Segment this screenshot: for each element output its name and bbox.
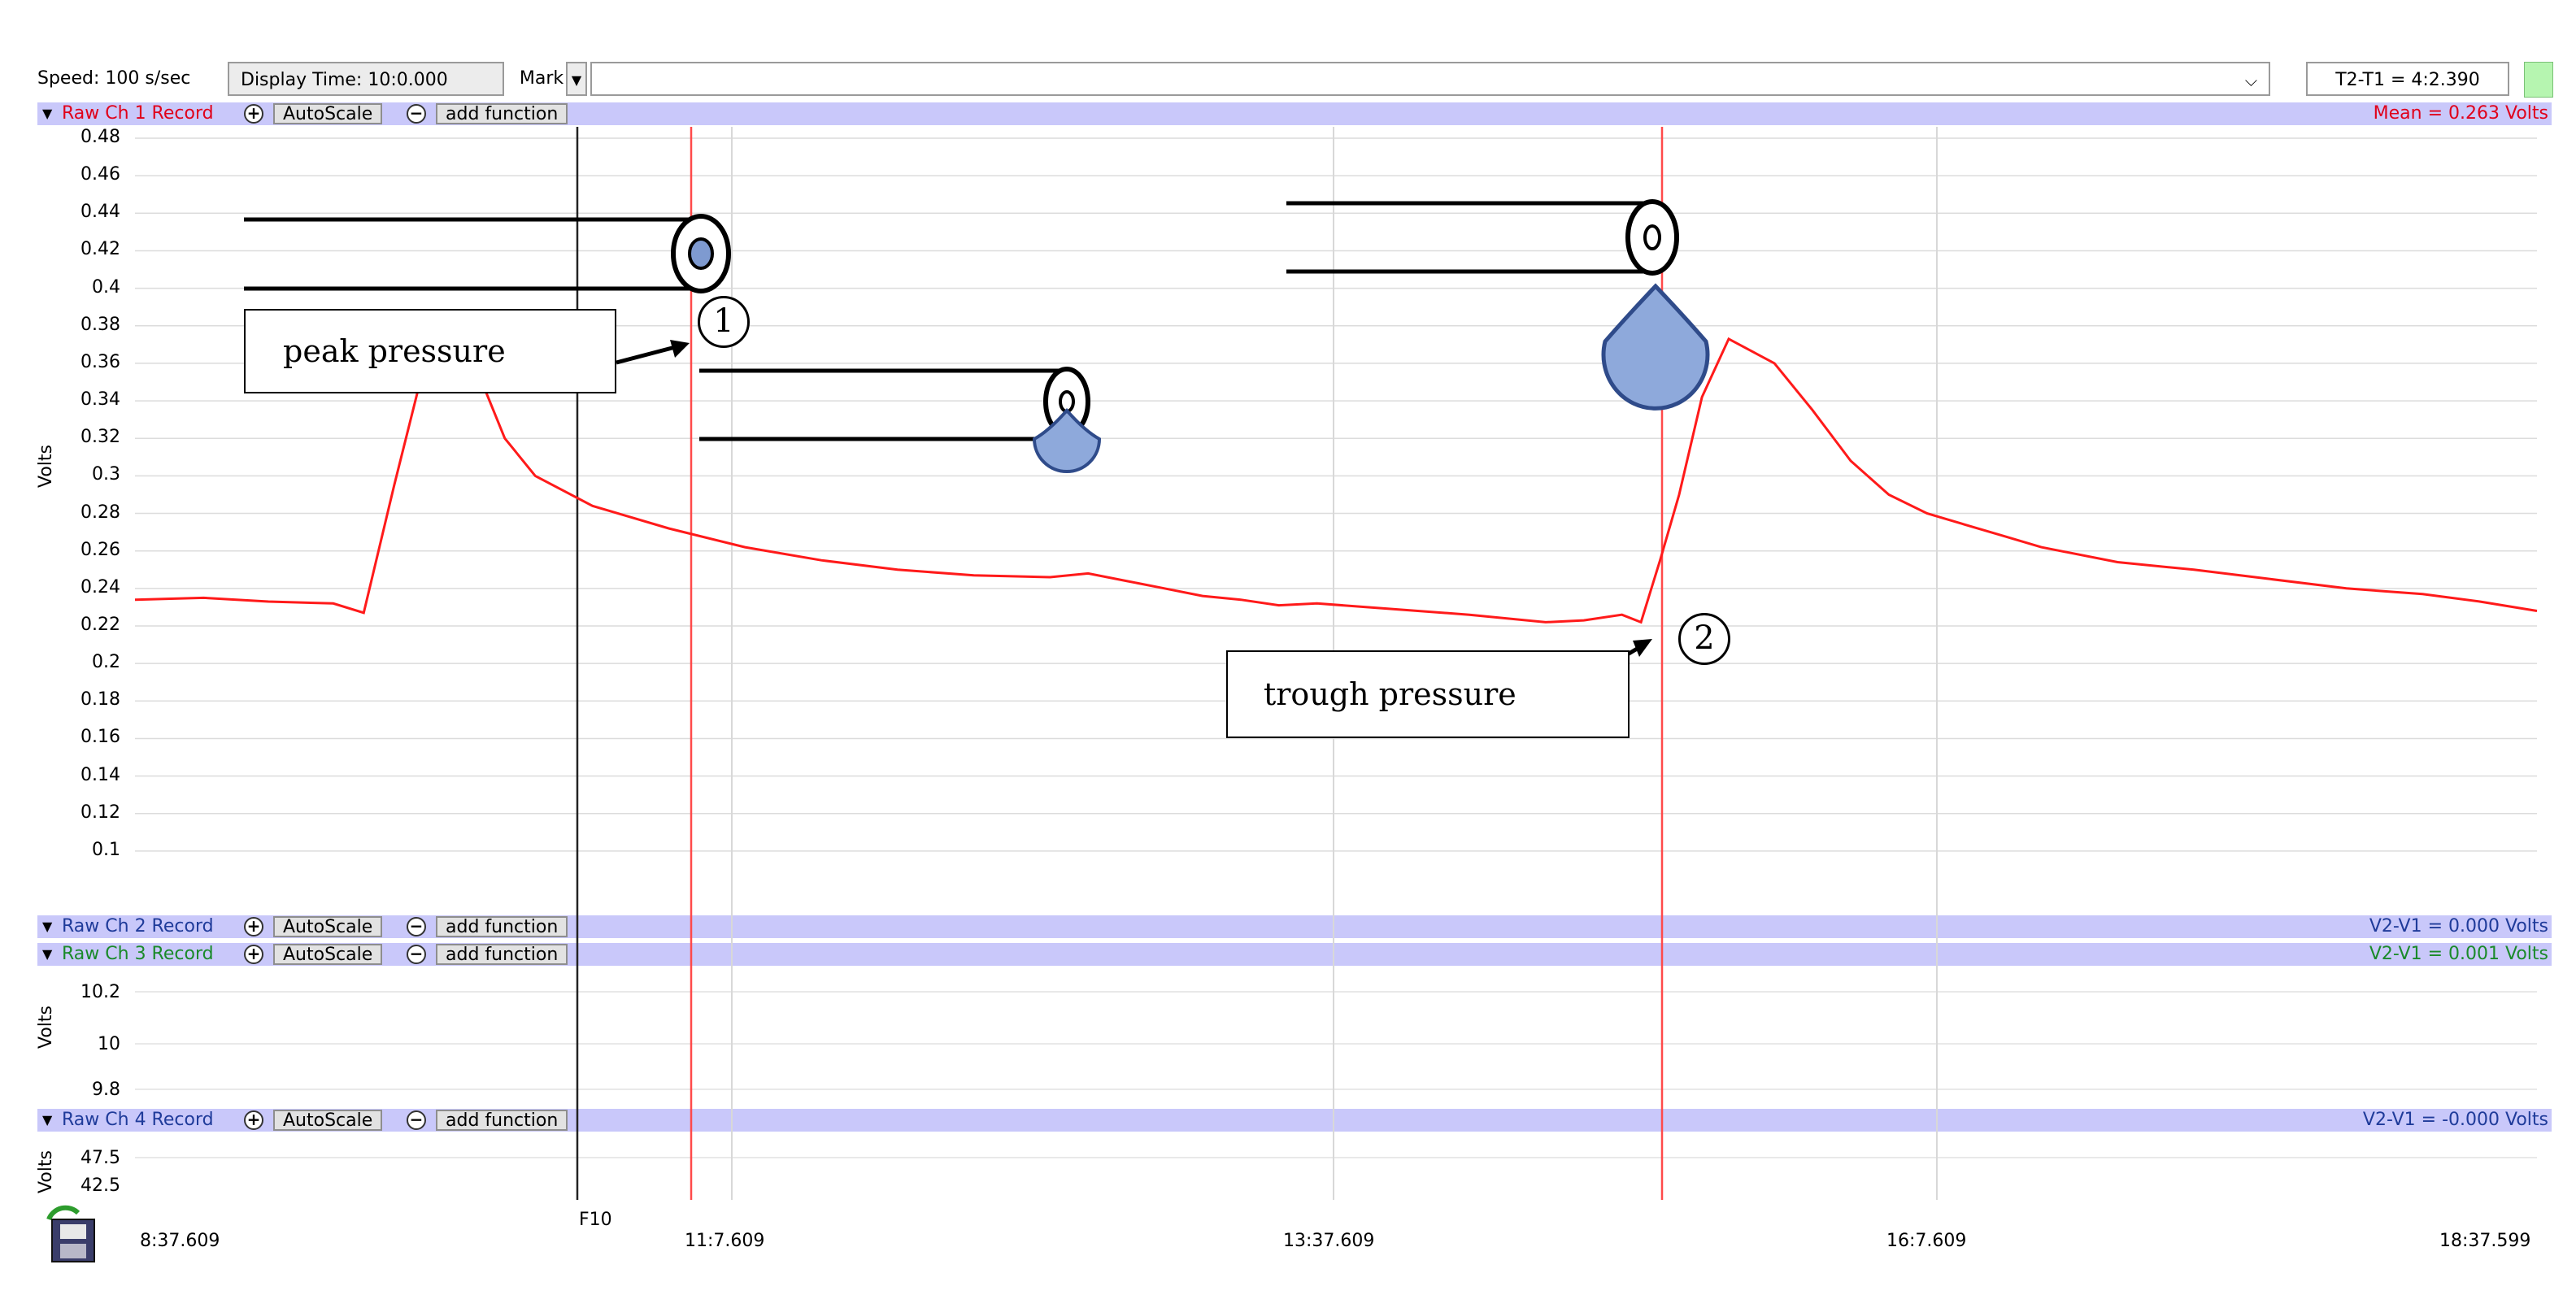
ch4-tick: 42.5 [80,1175,120,1196]
zoom-out-icon[interactable]: − [407,917,426,936]
ch1-tick-label: 0.34 [80,389,120,411]
channel-1-bar: ▼ Raw Ch 1 Record + AutoScale − add func… [37,102,2552,125]
ch4-tick: 47.5 [80,1148,120,1168]
display-time-field[interactable]: Display Time: 10:0.000 [228,62,504,96]
delta-readout: V2-V1 = 0.000 Volts [2369,916,2548,936]
add-function-button[interactable]: add function [436,1110,568,1131]
ch1-tick-label: 0.2 [92,652,120,673]
channel-label[interactable]: Raw Ch 3 Record [62,944,214,964]
trough-number-badge: 2 [1678,613,1730,665]
zoom-in-icon[interactable]: + [244,917,263,936]
ch1-tick-label: 0.36 [80,351,120,372]
ch3-tick: 10 [98,1034,120,1054]
channel-2-bar: ▼ Raw Ch 2 Record + AutoScale − add func… [37,915,2552,938]
channel-4-bar: ▼ Raw Ch 4 Record + AutoScale − add func… [37,1109,2552,1132]
ch1-tick-label: 0.28 [80,502,120,523]
time-label: 16:7.609 [1886,1231,1967,1251]
save-icon[interactable] [46,1205,95,1262]
toolbar: Speed: 100 s/sec Display Time: 10:0.000 … [37,62,2553,98]
vessel-illustration-1 [244,214,731,293]
time-label: 11:7.609 [685,1231,765,1251]
ch1-tick-label: 0.22 [80,615,120,635]
ch1-tick-label: 0.26 [80,539,120,560]
delta-readout: V2-V1 = 0.001 Volts [2369,944,2548,964]
zoom-out-icon[interactable]: − [407,104,426,124]
ch1-tick-label: 0.4 [92,276,120,298]
ch1-tick-label: 0.44 [80,202,120,223]
t2t1-readout: T2-T1 = 4:2.390 [2306,62,2509,96]
channel-3-bar: ▼ Raw Ch 3 Record + AutoScale − add func… [37,943,2552,966]
delta-readout: V2-V1 = -0.000 Volts [2362,1110,2548,1130]
autoscale-button[interactable]: AutoScale [273,1110,383,1131]
ch1-tick-label: 0.32 [80,427,120,448]
drop-large [1601,283,1710,411]
ch1-tick-label: 0.12 [80,802,120,823]
collapse-triangle-icon[interactable]: ▼ [42,946,53,962]
time-label: 13:37.609 [1283,1231,1375,1251]
peak-pressure-label: peak pressure [244,309,616,393]
time-label: 8:37.609 [140,1231,220,1251]
ch1-tick-label: 0.1 [92,839,120,860]
speed-label: Speed: 100 s/sec [37,68,191,89]
ch1-tick-label: 0.14 [80,764,120,785]
comment-input[interactable]: ⌵ [590,62,2270,96]
ch1-tick-label: 0.24 [80,576,120,598]
ch1-tick-label: 0.18 [80,689,120,710]
zoom-in-icon[interactable]: + [244,104,263,124]
ch1-tick-label: 0.46 [80,164,120,185]
zoom-out-icon[interactable]: − [407,1110,426,1130]
mark-button[interactable]: Mark [519,68,564,89]
time-label: 18:37.599 [2439,1231,2531,1251]
peak-number-badge: 1 [698,296,750,348]
drop-small [1032,407,1102,473]
peak-arrow [616,343,682,365]
add-function-button[interactable]: add function [436,103,568,124]
zoom-in-icon[interactable]: + [244,945,263,964]
channel-label[interactable]: Raw Ch 4 Record [62,1110,214,1130]
add-function-button[interactable]: add function [436,944,568,965]
vessel-illustration-2 [699,367,1102,473]
trough-pressure-label: trough pressure [1226,650,1630,738]
channel-label[interactable]: Raw Ch 1 Record [62,103,214,124]
caret-down-icon[interactable]: ▼ [566,62,587,96]
channel-label[interactable]: Raw Ch 2 Record [62,916,214,936]
status-indicator [2524,62,2553,98]
autoscale-button[interactable]: AutoScale [273,916,383,937]
ch1-tick-label: 0.42 [80,239,120,260]
ch1-tick-label: 0.38 [80,314,120,335]
mean-readout: Mean = 0.263 Volts [2373,103,2548,124]
ch3-tick: 10.2 [80,982,120,1002]
chevron-down-icon[interactable]: ⌵ [2244,71,2257,90]
collapse-triangle-icon[interactable]: ▼ [42,1112,53,1128]
zoom-out-icon[interactable]: − [407,945,426,964]
zoom-in-icon[interactable]: + [244,1110,263,1130]
ch1-tick-label: 0.48 [80,127,120,147]
ch3-tick: 9.8 [92,1080,120,1100]
ch1-tick-label: 0.3 [92,464,120,485]
vessel-illustration-3 [1286,199,1710,411]
marker-f10-label: F10 [579,1210,612,1230]
collapse-triangle-icon[interactable]: ▼ [42,106,53,121]
ch1-tick-label: 0.16 [80,727,120,748]
add-function-button[interactable]: add function [436,916,568,937]
autoscale-button[interactable]: AutoScale [273,944,383,965]
collapse-triangle-icon[interactable]: ▼ [42,919,53,934]
autoscale-button[interactable]: AutoScale [273,103,383,124]
